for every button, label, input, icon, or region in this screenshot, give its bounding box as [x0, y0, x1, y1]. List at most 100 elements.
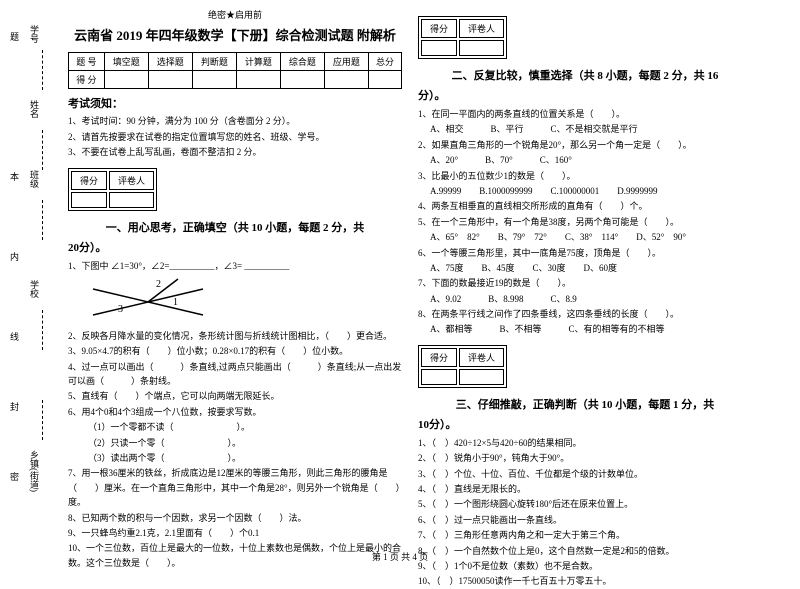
part3-title-cont: 10分）。 [418, 416, 752, 432]
td [148, 71, 192, 89]
th: 选择题 [148, 53, 192, 71]
part2-header: 得分评卷人 [418, 12, 752, 63]
td [324, 71, 368, 89]
notice-title: 考试须知： [68, 95, 402, 111]
page-container: 绝密★启用前 云南省 2019 年四年级数学【下册】综合检测试题 附解析 题 号… [0, 0, 800, 545]
page-footer: 第 1 页 共 4 页 [0, 550, 800, 563]
notice-item: 1、考试时间：90 分钟，满分为 100 分（含卷面分 2 分）。 [68, 115, 402, 129]
exam-title: 云南省 2019 年四年级数学【下册】综合检测试题 附解析 [68, 25, 402, 44]
scorer-box: 得分评卷人 [68, 168, 157, 211]
part1-title: 一、用心思考，正确填空（共 10 小题，每题 2 分，共 [106, 222, 365, 234]
side-label: 姓名 [28, 100, 41, 118]
part2-title-cont: 分）。 [418, 87, 752, 103]
question: 1、（ ）420÷12×5与420÷60的结果相同。 [418, 436, 752, 450]
question: 8、已知两个数的积与一个因数，求另一个因数（ ）法。 [68, 511, 402, 525]
question: 2、反映各月降水量的变化情况，条形统计图与折线统计图相比，（ ）更合适。 [68, 329, 402, 343]
side-line [42, 50, 43, 90]
seal-label: 封 [10, 400, 19, 413]
question: 3、9.05×4.7的积有（ ）位小数；0.28×0.17的积有（ ）位小数。 [68, 344, 402, 358]
part1-header: 得分评卷人 [68, 164, 402, 215]
side-line [42, 400, 43, 440]
question: 9、一只蜂鸟约重2.1克，2.1里面有（ ）个0.1 [68, 526, 402, 540]
seal-label: 内 [10, 250, 19, 263]
th: 填空题 [104, 53, 148, 71]
secret-label: 绝密★启用前 [68, 8, 402, 21]
td [368, 71, 401, 89]
side-line [42, 310, 43, 350]
question-options: A、65° 82° B、79° 72° C、38° 114° D、52° 90° [418, 230, 752, 244]
side-label: 班级 [28, 170, 41, 188]
part3-header: 得分评卷人 [418, 341, 752, 392]
svg-text:3: 3 [118, 304, 123, 315]
side-label: 乡镇(街道) [28, 450, 41, 492]
part3-title: 三、仔细推敲，正确判断（共 10 小题，每题 1 分，共 [456, 399, 715, 411]
question: 2、（ ）锐角小于90°，钝角大于90°。 [418, 451, 752, 465]
td: 得 分 [69, 71, 105, 89]
question-options: A、75度 B、45度 C、30度 D、60度 [418, 261, 752, 275]
binding-margin: 学号 姓名 班级 学校 乡镇(街道) 题 本 内 线 封 密 [0, 0, 50, 545]
part1-title-cont: 20分）。 [68, 239, 402, 255]
question: 7、下面的数最接近19的数是（ ）。 [418, 276, 752, 290]
question-sub: （3）读出两个零（ ）。 [68, 451, 402, 465]
question-options: A、9.02 B、8.998 C、8.9 [418, 292, 752, 306]
question: 6、用4个0和4个3组成一个八位数，按要求写数。 [68, 405, 402, 419]
question: 7、用一根36厘米的铁丝，折成底边是12厘米的等腰三角形，则此三角形的腰角是（ … [68, 466, 402, 509]
angle-diagram: 2 3 1 [88, 277, 402, 325]
question: 3、（ ）个位、十位、百位、千位都是个级的计数单位。 [418, 467, 752, 481]
scorer-label: 评卷人 [459, 348, 504, 367]
scorer-box: 得分评卷人 [418, 16, 507, 59]
th: 计算题 [236, 53, 280, 71]
question: 3、比最小的五位数少1的数是（ ）。 [418, 169, 752, 183]
td [280, 71, 324, 89]
question: 6、（ ）过一点只能画出一条直线。 [418, 513, 752, 527]
question: 6、一个等腰三角形里，其中一底角是75度，顶角是（ ）。 [418, 246, 752, 260]
question: 10、（ ）17500050读作一千七百五十万零五十。 [418, 574, 752, 588]
scorer-box: 得分评卷人 [418, 345, 507, 388]
scorer-label: 评卷人 [109, 171, 154, 190]
th: 应用题 [324, 53, 368, 71]
side-line [42, 130, 43, 170]
seal-label: 本 [10, 170, 19, 183]
left-column: 绝密★启用前 云南省 2019 年四年级数学【下册】综合检测试题 附解析 题 号… [60, 8, 410, 537]
question: 1、在同一平面内的两条直线的位置关系是（ ）。 [418, 107, 752, 121]
th: 题 号 [69, 53, 105, 71]
th: 判断题 [192, 53, 236, 71]
question: 2、如果直角三角形的一个锐角是20°，那么另一个角一定是（ ）。 [418, 138, 752, 152]
th: 综合题 [280, 53, 324, 71]
question-options: A.99999 B.1000099999 C.100000001 D.99999… [418, 184, 752, 198]
question-options: A、都相等 B、不相等 C、有的相等有的不相等 [418, 322, 752, 336]
notice-item: 2、请首先按要求在试卷的指定位置填写您的姓名、班级、学号。 [68, 131, 402, 145]
th: 总分 [368, 53, 401, 71]
scorer-label: 得分 [421, 19, 457, 38]
question: 5、直线有（ ）个端点，它可以向两端无限延长。 [68, 389, 402, 403]
question: 5、（ ）一个图形绕圆心旋转180°后还在原来位置上。 [418, 497, 752, 511]
question: 8、在两条平行线之间作了四条垂线，这四条垂线的长度（ ）。 [418, 307, 752, 321]
side-label: 学号 [28, 25, 41, 43]
question-options: A、20° B、70° C、160° [418, 153, 752, 167]
notice-item: 3、不要在试卷上乱写乱画，卷面不整洁扣 2 分。 [68, 146, 402, 160]
question-sub: （1）一个零都不读（ ）。 [68, 420, 402, 434]
td [104, 71, 148, 89]
side-label: 学校 [28, 280, 41, 298]
seal-label: 密 [10, 470, 19, 483]
scorer-label: 得分 [71, 171, 107, 190]
svg-text:2: 2 [156, 279, 161, 290]
question: 1、下图中 ∠1=30°，∠2=__________，∠3= _________… [68, 259, 402, 273]
svg-text:1: 1 [173, 297, 178, 308]
seal-label: 题 [10, 30, 19, 43]
question: 4、过一点可以画出（ ）条直线,过两点只能画出（ ）条直线;从一点出发可以画（ … [68, 360, 402, 389]
seal-label: 线 [10, 330, 19, 343]
scorer-label: 评卷人 [459, 19, 504, 38]
question: 7、（ ）三角形任意两内角之和一定大于第三个角。 [418, 528, 752, 542]
question: 4、（ ）直线是无限长的。 [418, 482, 752, 496]
right-column: 得分评卷人 二、反复比较，慎重选择（共 8 小题，每题 2 分，共 16 分）。… [410, 8, 760, 537]
question-sub: （2）只读一个零（ ）。 [68, 436, 402, 450]
score-summary-table: 题 号 填空题 选择题 判断题 计算题 综合题 应用题 总分 得 分 [68, 52, 402, 89]
side-line [42, 200, 43, 240]
td [236, 71, 280, 89]
question-options: A、相交 B、平行 C、不是相交就是平行 [418, 122, 752, 136]
question: 4、两条互相垂直的直线相交所形成的直角有（ ）个。 [418, 199, 752, 213]
td [192, 71, 236, 89]
part2-title: 二、反复比较，慎重选择（共 8 小题，每题 2 分，共 16 [452, 70, 719, 82]
scorer-label: 得分 [421, 348, 457, 367]
